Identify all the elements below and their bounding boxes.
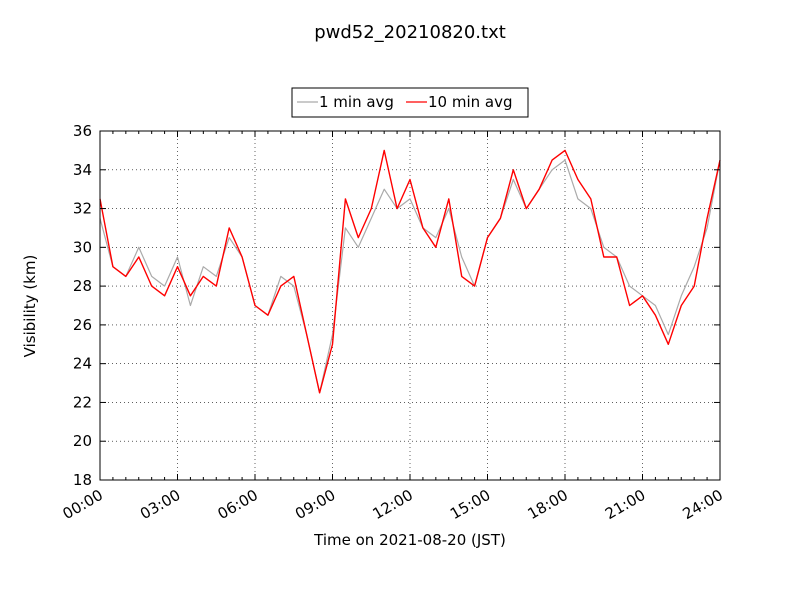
series-layer [99,149,721,394]
legend-label-1-min-avg: 1 min avg [319,93,394,111]
ticks [99,130,721,481]
x-axis-label: Time on 2021-08-20 (JST) [313,531,506,549]
y-tick-label: 18 [73,471,92,489]
legend-label-10-min-avg: 10 min avg [428,93,513,111]
y-tick-labels: 18 20 22 24 26 28 30 32 34 36 [73,122,92,489]
legend: 1 min avg 10 min avg [291,87,529,118]
y-tick-label: 26 [73,316,92,334]
plot-area [99,130,721,481]
chart-title: pwd52_20210820.txt [314,22,506,43]
y-tick-label: 36 [73,122,92,140]
y-tick-label: 24 [73,355,92,373]
y-tick-label: 30 [73,238,92,256]
y-tick-label: 22 [73,393,92,411]
y-tick-label: 28 [73,277,92,295]
y-tick-label: 20 [73,432,92,450]
y-axis-label: Visibility (km) [21,255,39,358]
grid [100,131,720,480]
plot-background [100,131,720,480]
y-tick-label: 34 [73,161,92,179]
y-tick-label: 32 [73,200,92,218]
series-line-10-min-avg [99,149,721,394]
